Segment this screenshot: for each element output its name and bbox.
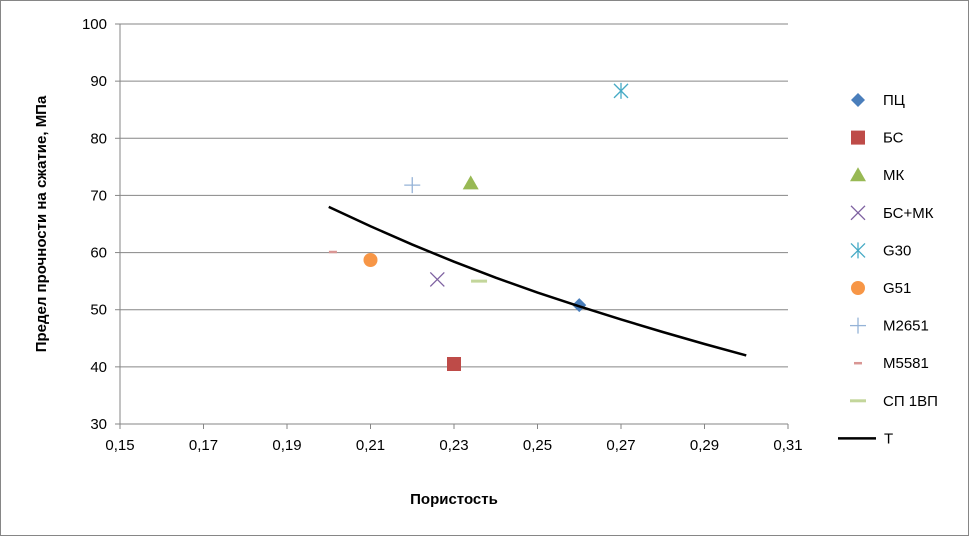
legend-label: T bbox=[884, 430, 893, 447]
x-tick-label: 0,19 bbox=[272, 437, 301, 454]
legend-swatch bbox=[850, 242, 866, 259]
data-marks bbox=[328, 82, 747, 371]
x-tick-label: 0,17 bbox=[189, 437, 218, 454]
legend-item-бс: БС bbox=[851, 130, 904, 147]
legend-swatch bbox=[850, 167, 866, 182]
data-point-g30 bbox=[613, 82, 629, 99]
legend-label: СП 1ВП bbox=[883, 393, 938, 410]
y-tick-label: 80 bbox=[90, 130, 107, 147]
legend-item-сп-1вп: СП 1ВП bbox=[850, 393, 938, 410]
legend-item-g30: G30 bbox=[850, 242, 911, 259]
series-m2651 bbox=[404, 177, 421, 194]
legend-item-g51: G51 bbox=[851, 280, 911, 297]
x-tick-label: 0,27 bbox=[606, 437, 635, 454]
legend-item-мк: МК bbox=[850, 167, 904, 184]
y-tick-label: 50 bbox=[90, 302, 107, 319]
x-tick-label: 0,21 bbox=[356, 437, 385, 454]
y-tick-label: 70 bbox=[90, 187, 107, 204]
legend-item-бс-мк: БС+МК bbox=[850, 205, 934, 222]
data-point-бс-мк bbox=[429, 271, 445, 287]
x-tick-label: 0,29 bbox=[690, 437, 719, 454]
trend-line-t bbox=[328, 205, 747, 357]
series-g30 bbox=[613, 82, 629, 99]
series-бс-мк bbox=[429, 271, 445, 287]
data-point-бс bbox=[447, 357, 461, 371]
x-tick-label: 0,23 bbox=[439, 437, 468, 454]
legend-label: M2651 bbox=[883, 318, 929, 335]
legend-swatch bbox=[851, 281, 865, 295]
legend-swatch bbox=[850, 205, 866, 221]
y-tick-label: 30 bbox=[90, 416, 107, 433]
y-tick-label: 40 bbox=[90, 359, 107, 376]
legend-label: ПЦ bbox=[883, 92, 905, 109]
series-бс bbox=[447, 357, 461, 371]
legend-item-m5581: M5581 bbox=[854, 355, 929, 372]
x-tick-label: 0,15 bbox=[105, 437, 134, 454]
legend-label: G51 bbox=[883, 280, 911, 297]
x-axis-title: Пористость bbox=[410, 491, 498, 508]
legend-label: БС+МК bbox=[883, 205, 934, 222]
series-мк bbox=[462, 175, 479, 190]
data-point-мк bbox=[462, 175, 479, 190]
legend-label: БС bbox=[883, 130, 904, 147]
data-point-m2651 bbox=[404, 177, 421, 194]
legend-label: G30 bbox=[883, 242, 911, 259]
data-point-g51 bbox=[363, 253, 378, 267]
legend-item-пц: ПЦ bbox=[851, 92, 905, 109]
x-tick-label: 0,31 bbox=[773, 437, 802, 454]
legend: ПЦ БС МК БС+МК G30 G51 M2651 M5581 СП 1ВП T bbox=[838, 92, 938, 447]
y-tick-label: 100 bbox=[82, 16, 107, 33]
legend-item-t: T bbox=[838, 430, 893, 447]
legend-swatch bbox=[851, 93, 865, 107]
y-axis-title: Предел прочности на сжатие, МПа bbox=[33, 95, 50, 352]
x-tick-label: 0,25 bbox=[523, 437, 552, 454]
legend-swatch bbox=[851, 130, 865, 145]
axes bbox=[115, 23, 789, 429]
tick-labels: 0,15 0,17 0,19 0,21 0,23 0,25 0,27 0,29 0,31 30 40… bbox=[82, 16, 803, 454]
series-t bbox=[328, 205, 747, 357]
legend-label: МК bbox=[883, 167, 904, 184]
legend-item-m2651: M2651 bbox=[850, 317, 929, 335]
series-g51 bbox=[363, 253, 378, 267]
legend-label: M5581 bbox=[883, 355, 929, 372]
y-tick-label: 90 bbox=[90, 73, 107, 90]
y-tick-label: 60 bbox=[90, 245, 107, 262]
legend-swatch bbox=[850, 317, 866, 334]
